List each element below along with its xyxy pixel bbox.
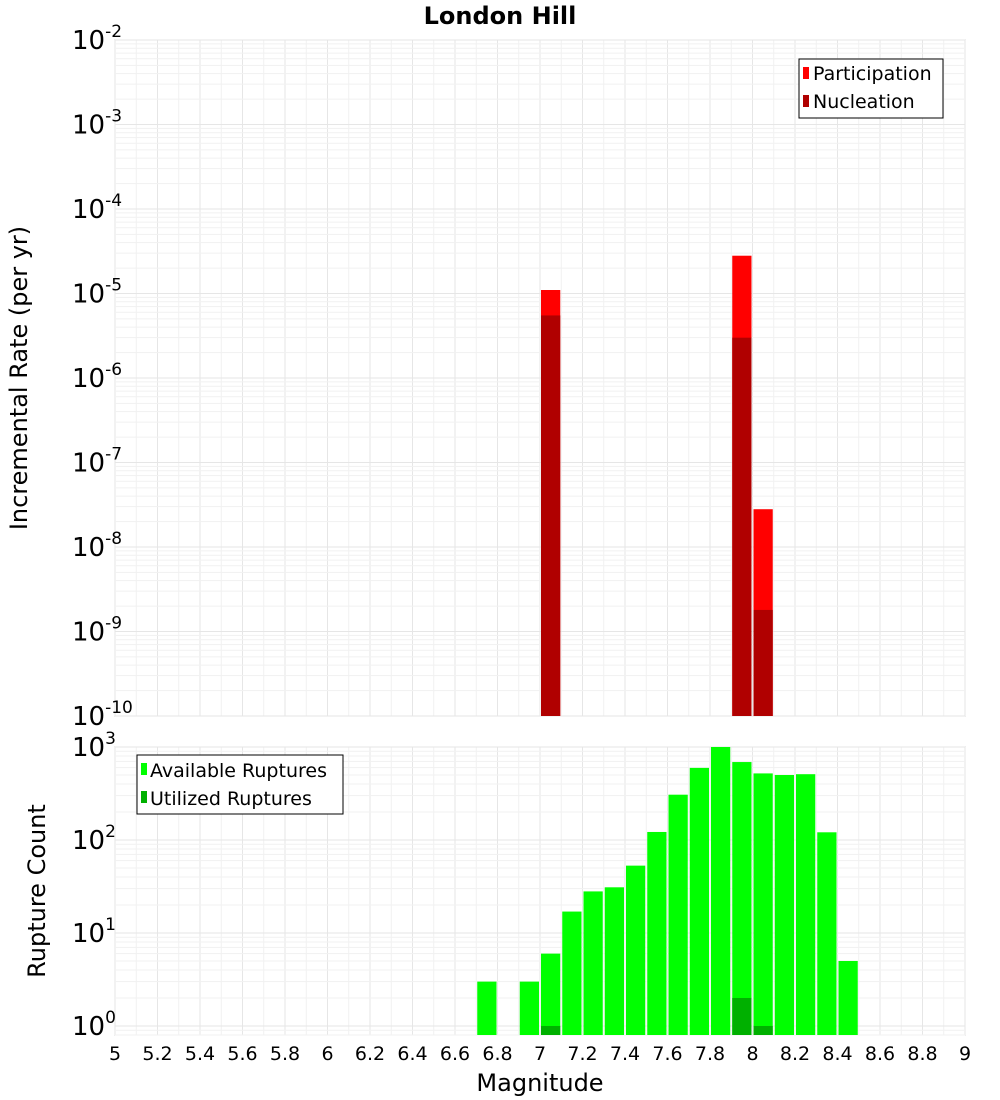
bottom-bar-available-ruptures [583, 891, 603, 1035]
bottom-bar-available-ruptures [562, 911, 582, 1035]
bottom-x-ticks: 5 5.2 5.4 5.6 5.8 6 6.2 6.4 6.6 6.8 7 7.2 7.4 7.6 7.8 8… [109, 1043, 971, 1065]
x-tick-label: 7.2 [567, 1043, 597, 1065]
bottom-bar-available-ruptures [477, 981, 497, 1035]
top-y-tick-label: 10-5 [72, 276, 122, 310]
bottom-bar-available-ruptures [519, 981, 539, 1035]
top-panel: 10-10 10-9 10-8 10-7 10-6 10-5 10-4 10-3 10-2 In… [5, 22, 966, 732]
bottom-y-tick-label: 100 [72, 1008, 116, 1042]
x-tick-label: 5.2 [142, 1043, 172, 1065]
bottom-bar-utilized-ruptures [732, 997, 752, 1035]
legend-swatch-utilized [141, 791, 147, 803]
bottom-bar-utilized-ruptures [753, 1025, 773, 1035]
bottom-y-tick-label: 101 [72, 915, 116, 949]
legend-label-available: Available Ruptures [150, 760, 327, 782]
legend-swatch-nucleation [803, 95, 809, 107]
x-tick-label: 8.6 [865, 1043, 895, 1065]
bottom-y-axis-label: Rupture Count [23, 804, 51, 978]
x-tick-label: 7.4 [610, 1043, 640, 1065]
bottom-bar-available-ruptures [711, 747, 731, 1035]
bottom-bar-available-ruptures [732, 762, 752, 1035]
bottom-bar-available-ruptures [753, 773, 773, 1035]
x-tick-label: 6 [321, 1043, 333, 1065]
bottom-bar-available-ruptures [838, 960, 858, 1035]
top-y-axis-label: Incremental Rate (per yr) [5, 226, 33, 530]
chart-title: London Hill [424, 2, 577, 30]
x-axis-label: Magnitude [476, 1069, 603, 1097]
x-tick-label: 5.6 [227, 1043, 257, 1065]
legend-label-utilized: Utilized Ruptures [150, 788, 312, 810]
x-tick-label: 9 [959, 1043, 971, 1065]
bottom-bar-available-ruptures [604, 887, 624, 1035]
top-y-tick-label: 10-7 [72, 445, 122, 479]
bottom-bar-available-ruptures [626, 865, 646, 1035]
x-tick-label: 7.6 [652, 1043, 682, 1065]
bottom-bar-available-ruptures [817, 832, 837, 1035]
x-tick-label: 7.8 [695, 1043, 725, 1065]
legend-swatch-participation [803, 67, 809, 79]
x-tick-label: 8.8 [907, 1043, 937, 1065]
bottom-y-tick-label: 103 [72, 729, 116, 763]
bottom-legend-box [136, 754, 344, 815]
top-bar-nucleation [753, 609, 773, 716]
bottom-bar-available-ruptures [541, 953, 561, 1035]
x-tick-label: 7 [534, 1043, 546, 1065]
legend-swatch-available [141, 763, 147, 775]
x-tick-label: 6.6 [440, 1043, 470, 1065]
top-bar-nucleation [732, 337, 752, 716]
top-y-ticks: 10-10 10-9 10-8 10-7 10-6 10-5 10-4 10-3 10-2 [72, 22, 133, 732]
x-tick-label: 5 [109, 1043, 121, 1065]
top-bars [541, 255, 773, 716]
bottom-bar-available-ruptures [668, 794, 688, 1035]
top-y-tick-label: 10-9 [72, 614, 122, 648]
x-tick-label: 6.2 [355, 1043, 385, 1065]
bottom-bar-utilized-ruptures [541, 1025, 561, 1035]
x-tick-label: 6.8 [482, 1043, 512, 1065]
x-tick-label: 8 [746, 1043, 758, 1065]
top-y-tick-label: 10-6 [72, 360, 122, 394]
bottom-bar-available-ruptures [647, 831, 667, 1035]
top-y-tick-label: 10-10 [72, 698, 133, 732]
top-legend: Participation Nucleation [798, 58, 944, 119]
x-tick-label: 5.4 [185, 1043, 215, 1065]
top-grid [114, 39, 966, 717]
bottom-y-tick-label: 102 [72, 822, 116, 856]
top-y-tick-label: 10-4 [72, 191, 122, 225]
top-bar-nucleation [541, 315, 561, 716]
x-tick-label: 5.8 [270, 1043, 300, 1065]
top-legend-box [798, 58, 944, 119]
bottom-bar-available-ruptures [689, 767, 709, 1035]
bottom-panel: 100 101 102 103 5 5.2 5.4 5.6 5.8 6 6.2 6.4 6.6 6.8 7… [23, 729, 971, 1097]
x-tick-label: 8.4 [822, 1043, 852, 1065]
legend-label-nucleation: Nucleation [813, 91, 915, 113]
x-tick-label: 8.2 [780, 1043, 810, 1065]
top-y-tick-label: 10-2 [72, 22, 122, 56]
bottom-legend: Available Ruptures Utilized Ruptures [136, 754, 344, 815]
bottom-bars [477, 747, 858, 1035]
bottom-bar-available-ruptures [774, 774, 794, 1035]
x-tick-label: 6.4 [397, 1043, 427, 1065]
bottom-y-ticks: 100 101 102 103 [72, 729, 116, 1042]
top-y-tick-label: 10-3 [72, 107, 122, 141]
legend-label-participation: Participation [813, 63, 932, 85]
top-y-tick-label: 10-8 [72, 529, 122, 563]
bottom-bar-available-ruptures [796, 774, 816, 1035]
